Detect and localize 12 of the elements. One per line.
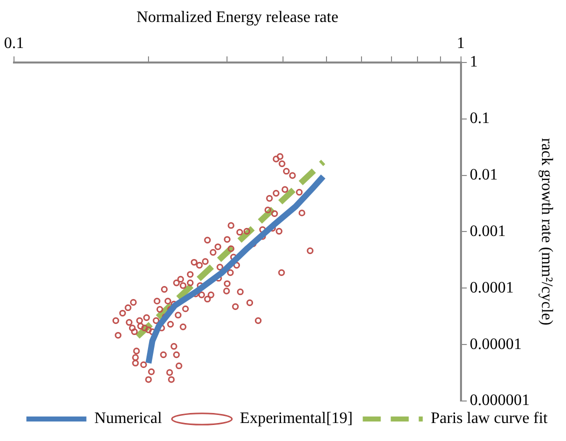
y-axis-title: rack growth rate (mm²/cycle) (538, 138, 556, 326)
legend-label: Numerical (94, 410, 162, 428)
legend-label: Paris law curve fit (430, 410, 548, 428)
y-tick-label: 0.0001 (470, 279, 514, 296)
y-tick-label: 1 (470, 54, 478, 71)
y-tick-label: 0.000001 (470, 392, 530, 410)
y-tick-label: 0.01 (470, 166, 498, 184)
legend-label: Experimental[19] (240, 410, 353, 428)
y-tick-label: 0.00001 (470, 336, 522, 353)
x-axis-title: Normalized Energy release rate (136, 8, 338, 26)
y-tick-label: 0.1 (470, 110, 490, 128)
y-tick-label: 0.001 (470, 222, 506, 240)
